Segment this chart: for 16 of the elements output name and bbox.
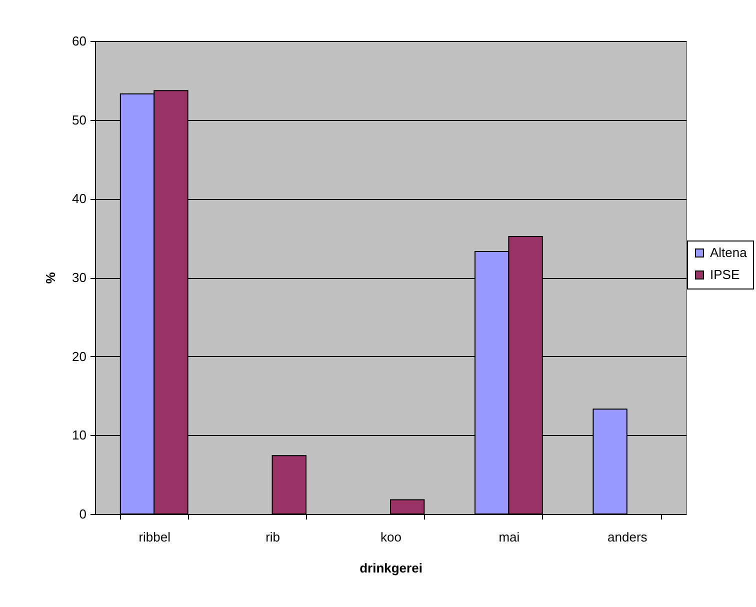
x-tick-label: anders xyxy=(608,530,648,544)
y-tick-label: 50 xyxy=(72,112,86,128)
y-tick-label: 40 xyxy=(72,191,86,206)
x-tick-label: koo xyxy=(380,530,402,544)
y-tick-label: 30 xyxy=(72,270,86,285)
legend-label: Altena xyxy=(710,245,748,260)
y-tick-label: 0 xyxy=(79,506,86,522)
x-tick-label: rib xyxy=(266,530,280,544)
x-tick-label: mai xyxy=(498,530,520,544)
x-tick-label: ribbel xyxy=(138,530,171,544)
x-axis-title: drinkgerei xyxy=(360,560,422,576)
y-tick-label: 60 xyxy=(72,34,86,48)
y-tick-label: 10 xyxy=(72,428,86,443)
legend-label: IPSE xyxy=(710,267,740,282)
y-tick-label: 20 xyxy=(72,348,86,364)
y-axis-title: % xyxy=(43,272,58,284)
